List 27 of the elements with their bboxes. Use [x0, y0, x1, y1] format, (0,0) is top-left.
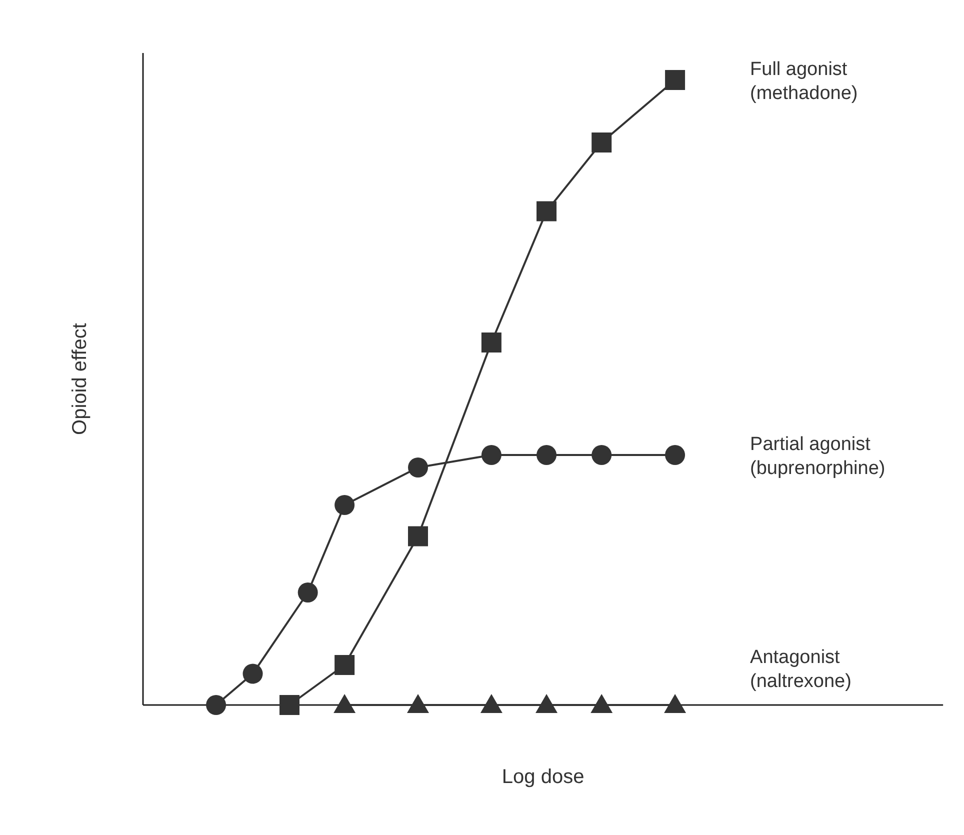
y-axis-title: Opioid effect: [69, 322, 91, 435]
point: [242, 664, 263, 684]
point: [481, 445, 502, 465]
point: [334, 655, 355, 675]
point: [590, 694, 613, 713]
point: [536, 445, 557, 465]
point: [592, 132, 612, 152]
point: [536, 201, 557, 222]
point: [480, 694, 502, 713]
text: Antagonist (naltrexone): [750, 647, 852, 692]
point: [206, 695, 226, 715]
point: [481, 332, 502, 352]
x-axis-title: Log dose: [502, 766, 584, 788]
point: [334, 694, 356, 713]
point: [408, 526, 428, 546]
point: [279, 695, 300, 715]
point: [536, 694, 558, 713]
point: [664, 694, 686, 713]
point: [592, 445, 612, 465]
point: [665, 445, 686, 465]
point: [298, 582, 318, 602]
point: [408, 458, 428, 478]
point: [665, 70, 686, 90]
text: Partial agonist (buprenorphine): [750, 434, 886, 479]
point: [407, 694, 429, 713]
point: [334, 495, 355, 515]
text: Full agonist (methadone): [750, 59, 858, 104]
